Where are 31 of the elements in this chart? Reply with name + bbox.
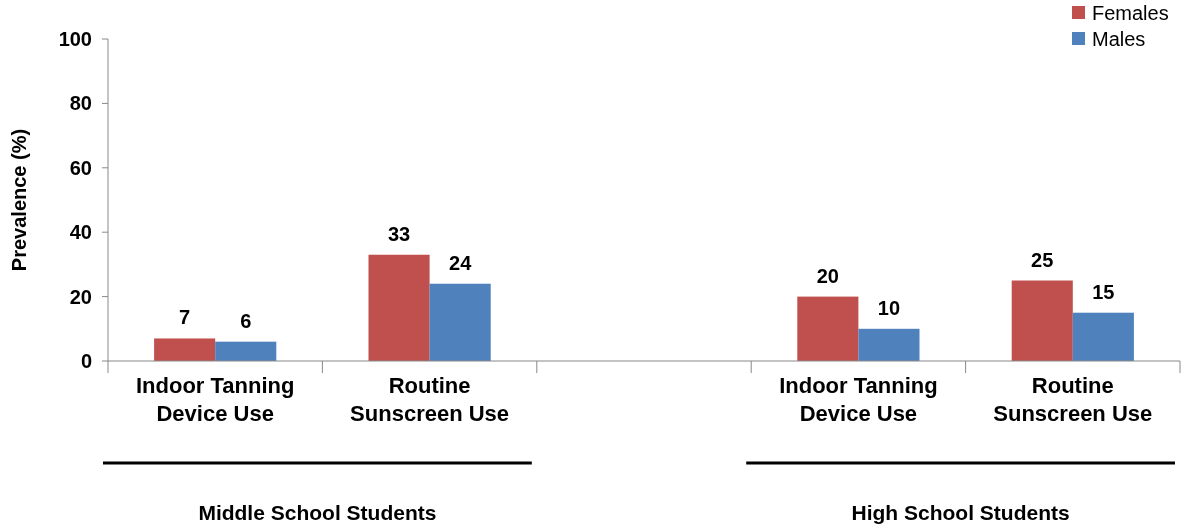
- x-tick-label: Indoor Tanning Device Use: [135, 373, 295, 426]
- data-label: 6: [240, 309, 252, 332]
- legend-label: Females: [1092, 2, 1169, 24]
- text: High School Students: [851, 501, 1070, 524]
- bar: [1072, 312, 1134, 361]
- bar: [429, 283, 491, 361]
- bar: [215, 341, 277, 361]
- y-tick-label: 80: [69, 92, 92, 115]
- x-tick-label: Indoor Tanning Device Use: [779, 373, 938, 426]
- y-axis-title: Prevalence (%): [8, 128, 30, 272]
- y-tick-label: 60: [69, 156, 92, 179]
- data-label: 10: [877, 296, 901, 319]
- bar: [858, 328, 920, 361]
- data-label: 7: [179, 306, 191, 329]
- x-tick-label: Routine Sunscreen Use: [993, 373, 1153, 426]
- bar: [1011, 280, 1073, 361]
- data-label: 20: [816, 264, 839, 287]
- data-label: 33: [387, 222, 411, 245]
- bar: [797, 296, 859, 361]
- data-label: 15: [1092, 280, 1115, 303]
- legend-label: Males: [1092, 28, 1146, 50]
- data-label: 24: [449, 251, 473, 274]
- data-label: 25: [1031, 248, 1054, 271]
- text: Middle School Students: [198, 501, 437, 524]
- y-tick-label: 0: [80, 350, 92, 372]
- bar: [368, 254, 430, 361]
- y-tick-label: 40: [69, 221, 92, 244]
- bar: [154, 338, 216, 361]
- y-tick-label: 20: [69, 285, 92, 308]
- y-tick-label: 100: [58, 28, 92, 50]
- x-tick-label: Routine Sunscreen Use: [350, 373, 510, 426]
